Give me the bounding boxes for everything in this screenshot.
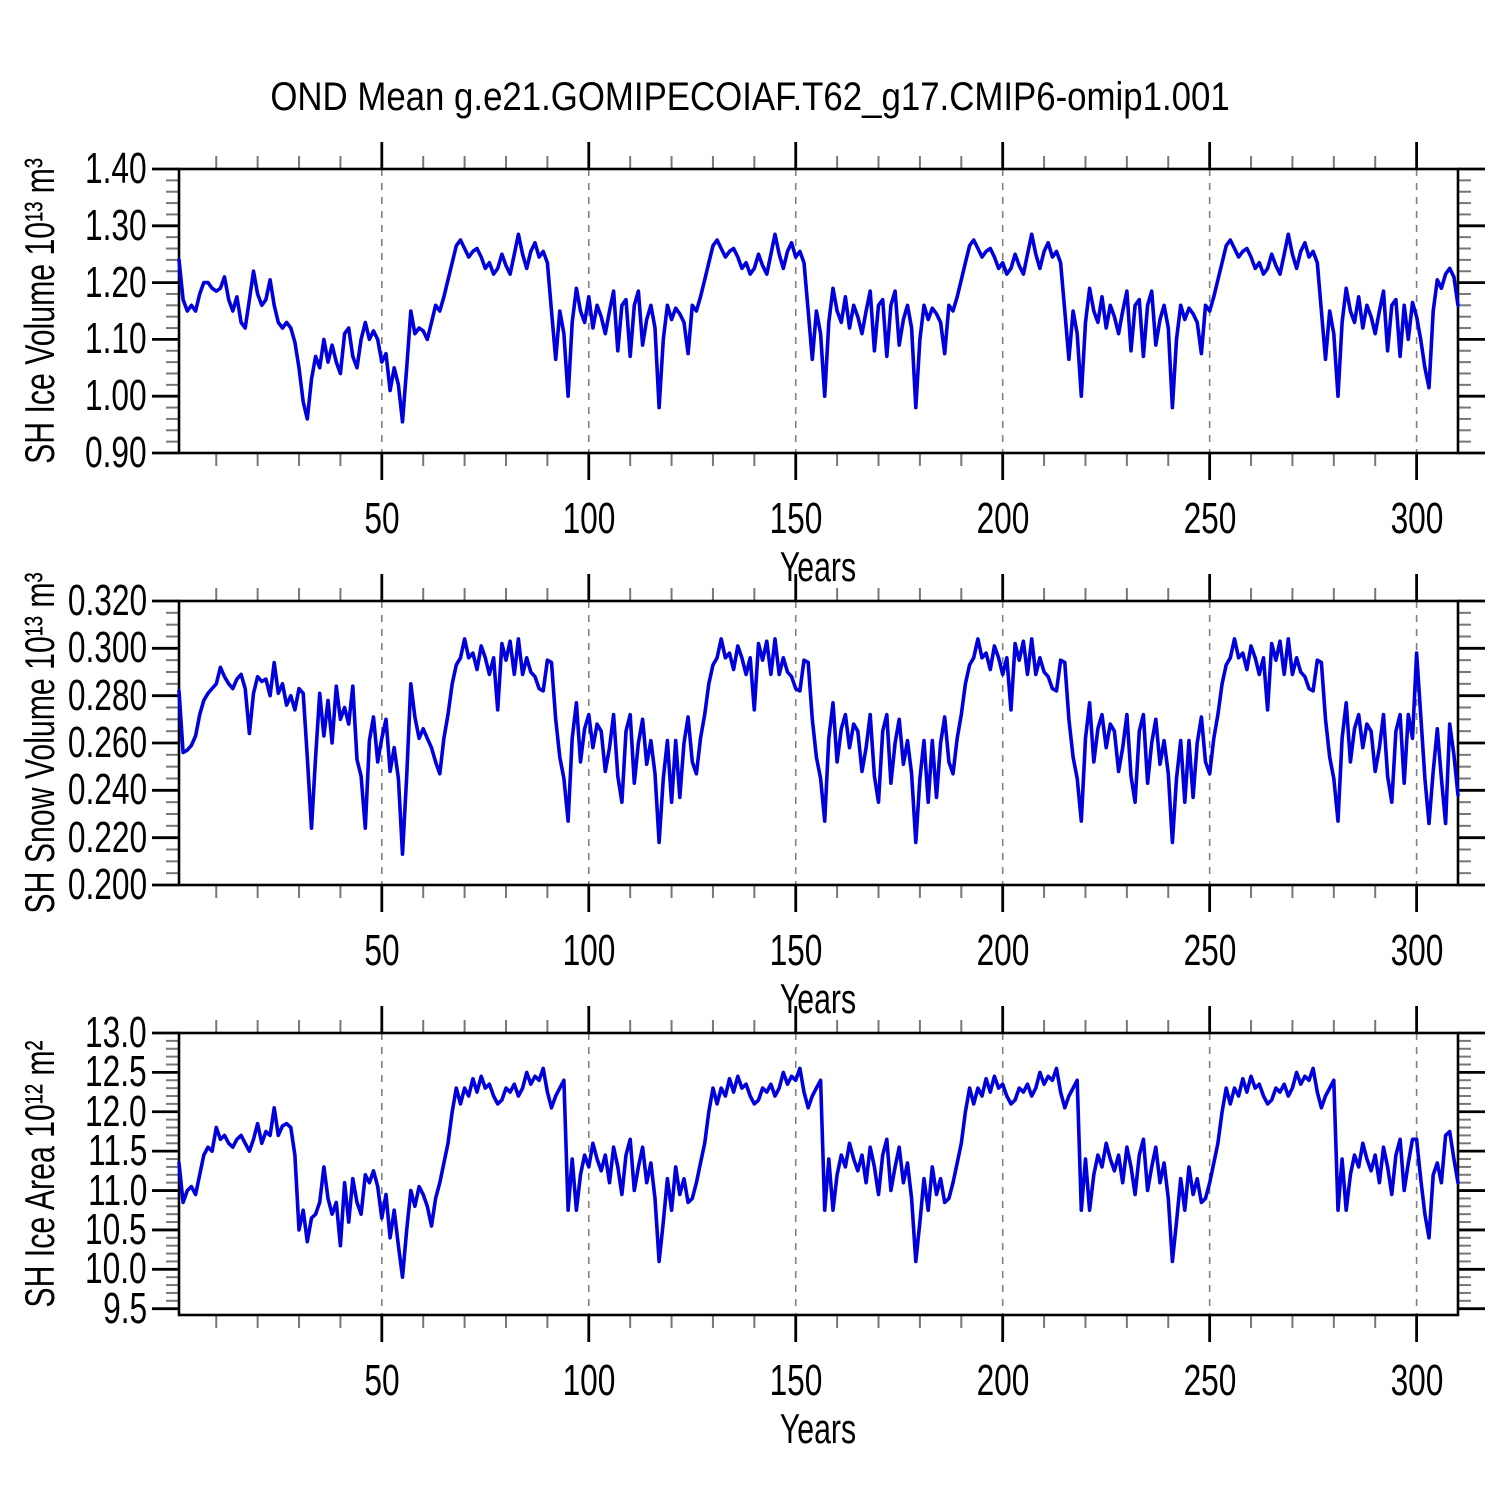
x-tick-label: 100 — [562, 494, 616, 543]
x-tick-label: 300 — [1390, 494, 1444, 543]
y-axis-title-ice-volume: SH Ice Volume 10¹³ m³ — [16, 158, 63, 464]
x-tick-label: 50 — [364, 1356, 400, 1405]
y-tick-label: 1.40 — [85, 144, 147, 193]
x-tick-label: 200 — [976, 926, 1030, 975]
y-tick-label: 1.30 — [85, 200, 147, 250]
x-tick-label: 50 — [364, 926, 400, 975]
x-tick-label: 250 — [1183, 494, 1237, 543]
y-tick-label: 1.00 — [85, 371, 147, 421]
y-tick-label: 9.5 — [102, 1283, 147, 1333]
y-tick-label: 10.5 — [85, 1204, 147, 1254]
x-axis-title-years-panel2: Years — [779, 975, 857, 1022]
y-tick-label: 1.20 — [85, 257, 147, 307]
x-tick-label: 150 — [769, 926, 823, 975]
x-tick-label: 150 — [769, 494, 823, 543]
x-axis-title-years-panel1: Years — [779, 543, 857, 590]
sh-ice-area-line — [177, 1066, 1460, 1279]
x-tick-label: 300 — [1390, 926, 1444, 975]
panel-frame — [177, 599, 1460, 887]
x-tick-label: 100 — [562, 926, 616, 975]
x-axis-title-years-panel3: Years — [779, 1405, 857, 1452]
y-tick-label: 12.0 — [85, 1086, 147, 1136]
x-tick-label: 150 — [769, 1356, 823, 1405]
y-tick-label: 10.0 — [85, 1244, 147, 1294]
y-tick-label: 13.0 — [85, 1008, 147, 1057]
y-tick-label: 0.280 — [67, 670, 147, 720]
x-tick-label: 200 — [976, 1356, 1030, 1405]
y-tick-label: 1.10 — [85, 314, 147, 364]
figure-title: OND Mean g.e21.GOMIPECOIAF.T62_g17.CMIP6… — [270, 75, 1230, 119]
sh-snow-volume-line — [177, 637, 1460, 857]
x-tick-label: 250 — [1183, 926, 1237, 975]
y-tick-label: 0.200 — [67, 860, 147, 909]
y-tick-label: 11.5 — [87, 1126, 147, 1176]
y-tick-label: 0.220 — [67, 812, 147, 862]
sh-ice-volume-line — [177, 232, 1460, 424]
y-axis-title-ice-area: SH Ice Area 10¹² m² — [16, 1040, 63, 1308]
x-tick-label: 300 — [1390, 1356, 1444, 1405]
panel-frame — [177, 167, 1460, 455]
x-tick-label: 250 — [1183, 1356, 1237, 1405]
y-tick-label: 0.320 — [67, 576, 147, 625]
y-tick-label: 11.0 — [87, 1165, 147, 1215]
x-tick-label: 100 — [562, 1356, 616, 1405]
y-tick-label: 0.240 — [67, 765, 147, 815]
y-tick-label: 0.300 — [67, 623, 147, 673]
y-axis-title-snow-volume: SH Snow Volume 10¹³ m³ — [16, 572, 63, 914]
x-tick-label: 50 — [364, 494, 400, 543]
x-tick-label: 200 — [976, 494, 1030, 543]
y-tick-label: 12.5 — [85, 1047, 147, 1097]
y-tick-label: 0.260 — [67, 718, 147, 767]
y-tick-label: 0.90 — [85, 428, 147, 477]
